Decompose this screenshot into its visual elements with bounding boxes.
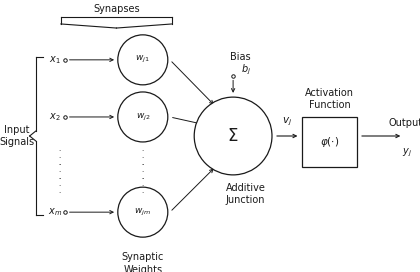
Bar — [302, 117, 357, 167]
Text: $w_{j2}$: $w_{j2}$ — [136, 112, 150, 122]
Text: $y_j$: $y_j$ — [402, 147, 412, 159]
Text: Additive
Junction: Additive Junction — [226, 183, 265, 205]
Text: $\cdot$
$\cdot$
$\cdot$: $\cdot$ $\cdot$ $\cdot$ — [141, 160, 144, 180]
Text: $v_j$: $v_j$ — [282, 116, 292, 128]
Text: $w_{jm}$: $w_{jm}$ — [134, 207, 151, 218]
Text: $\cdot$
$\cdot$
$\cdot$: $\cdot$ $\cdot$ $\cdot$ — [58, 174, 61, 194]
Text: $x_2$: $x_2$ — [49, 111, 60, 123]
Text: Input
Signals: Input Signals — [0, 125, 34, 147]
Text: $x_m$: $x_m$ — [47, 206, 62, 218]
Text: Synapses: Synapses — [93, 4, 140, 14]
Text: $\cdot$
$\cdot$
$\cdot$: $\cdot$ $\cdot$ $\cdot$ — [58, 160, 61, 180]
Ellipse shape — [118, 92, 168, 142]
Text: $x_1$: $x_1$ — [49, 54, 60, 66]
Ellipse shape — [118, 35, 168, 85]
Ellipse shape — [118, 187, 168, 237]
Ellipse shape — [194, 97, 272, 175]
Text: $\cdot$
$\cdot$
$\cdot$: $\cdot$ $\cdot$ $\cdot$ — [58, 146, 61, 166]
Text: $b_j$: $b_j$ — [241, 62, 251, 76]
Text: Synaptic
Weights: Synaptic Weights — [122, 252, 164, 272]
Text: $\cdot$
$\cdot$
$\cdot$: $\cdot$ $\cdot$ $\cdot$ — [141, 146, 144, 166]
Text: $\cdot$
$\cdot$
$\cdot$: $\cdot$ $\cdot$ $\cdot$ — [141, 174, 144, 194]
Text: $\varphi(\cdot)$: $\varphi(\cdot)$ — [320, 135, 339, 149]
Text: Bias: Bias — [230, 52, 251, 62]
Text: $w_{j1}$: $w_{j1}$ — [136, 54, 150, 65]
Text: $\Sigma$: $\Sigma$ — [227, 127, 239, 145]
Text: Output: Output — [388, 118, 420, 128]
Text: Activation
Function: Activation Function — [305, 88, 354, 110]
